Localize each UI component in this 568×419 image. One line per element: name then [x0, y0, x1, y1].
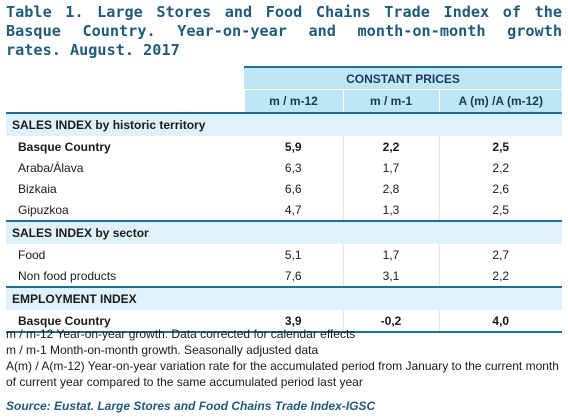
- value-cell: 4,7: [244, 199, 343, 221]
- value-cell: 3,1: [342, 265, 439, 287]
- section-label: EMPLOYMENT INDEX: [6, 286, 563, 310]
- value-cell: 1,3: [342, 199, 439, 221]
- table-row: Araba/Álava 6,3 1,7 2,2: [6, 157, 563, 178]
- value-cell: 2,7: [438, 244, 563, 265]
- header-group-row: CONSTANT PRICES: [6, 66, 563, 90]
- table-row: Food 5,1 1,7 2,7: [6, 244, 563, 265]
- value-cell: 1,7: [342, 244, 439, 265]
- value-cell: 5,1: [244, 244, 343, 265]
- table-row: Bizkaia 6,6 2,8 2,6: [6, 178, 563, 199]
- value-cell: 3,9: [244, 310, 343, 333]
- value-cell: 6,6: [244, 178, 343, 199]
- row-label: Gipuzkoa: [6, 199, 244, 221]
- value-cell: 2,2: [342, 136, 439, 157]
- value-cell: 2,2: [438, 265, 563, 287]
- footnote-mom: m / m-1 Month-on-month growth. Seasonall…: [6, 343, 319, 357]
- table-row: Basque Country 3,9 -0,2 4,0: [6, 310, 563, 333]
- table-row: Basque Country 5,9 2,2 2,5: [6, 136, 563, 157]
- header-blank: [6, 89, 244, 113]
- trade-index-table: CONSTANT PRICES m / m-12 m / m-1 A (m) /…: [6, 66, 563, 333]
- value-cell: 2,8: [342, 178, 439, 199]
- section-header-row: SALES INDEX by historic territory: [6, 112, 563, 136]
- row-label: Non food products: [6, 265, 244, 287]
- row-label: Bizkaia: [6, 178, 244, 199]
- value-cell: 2,6: [438, 178, 563, 199]
- section-label: SALES INDEX by historic territory: [6, 112, 563, 136]
- section-label: SALES INDEX by sector: [6, 220, 563, 244]
- table-row: Non food products 7,6 3,1 2,2: [6, 265, 563, 287]
- footnote-accumulated: A(m) / A(m-12) Year-on-year variation ra…: [6, 359, 559, 389]
- section-header-row: EMPLOYMENT INDEX: [6, 286, 563, 310]
- row-label: Basque Country: [6, 136, 244, 157]
- column-header-yoy: m / m-12: [243, 89, 343, 114]
- source-note: Source: Eustat. Large Stores and Food Ch…: [6, 399, 376, 413]
- table-title: Table 1. Large Stores and Food Chains Tr…: [6, 3, 562, 59]
- value-cell: 4,0: [438, 310, 563, 333]
- footnotes: m / m-12 Year-on-year growth. Data corre…: [6, 326, 562, 390]
- value-cell: 7,6: [244, 265, 343, 287]
- row-label: Araba/Álava: [6, 157, 244, 178]
- value-cell: -0,2: [342, 310, 439, 333]
- value-cell: 1,7: [342, 157, 439, 178]
- data-table-container: CONSTANT PRICES m / m-12 m / m-1 A (m) /…: [6, 66, 563, 333]
- footnote-yoy: m / m-12 Year-on-year growth. Data corre…: [6, 327, 356, 341]
- column-header-accumulated: A (m) /A (m-12): [438, 89, 563, 114]
- row-label: Basque Country: [6, 310, 244, 333]
- value-cell: 2,2: [438, 157, 563, 178]
- column-header-mom: m / m-1: [342, 89, 439, 114]
- value-cell: 2,5: [438, 136, 563, 157]
- section-header-row: SALES INDEX by sector: [6, 220, 563, 244]
- row-label: Food: [6, 244, 244, 265]
- value-cell: 2,5: [438, 199, 563, 221]
- header-group-label: CONSTANT PRICES: [244, 66, 563, 90]
- header-blank: [6, 67, 244, 90]
- header-columns-row: m / m-12 m / m-1 A (m) /A (m-12): [6, 89, 563, 114]
- value-cell: 6,3: [244, 157, 343, 178]
- value-cell: 5,9: [244, 136, 343, 157]
- table-row: Gipuzkoa 4,7 1,3 2,5: [6, 199, 563, 221]
